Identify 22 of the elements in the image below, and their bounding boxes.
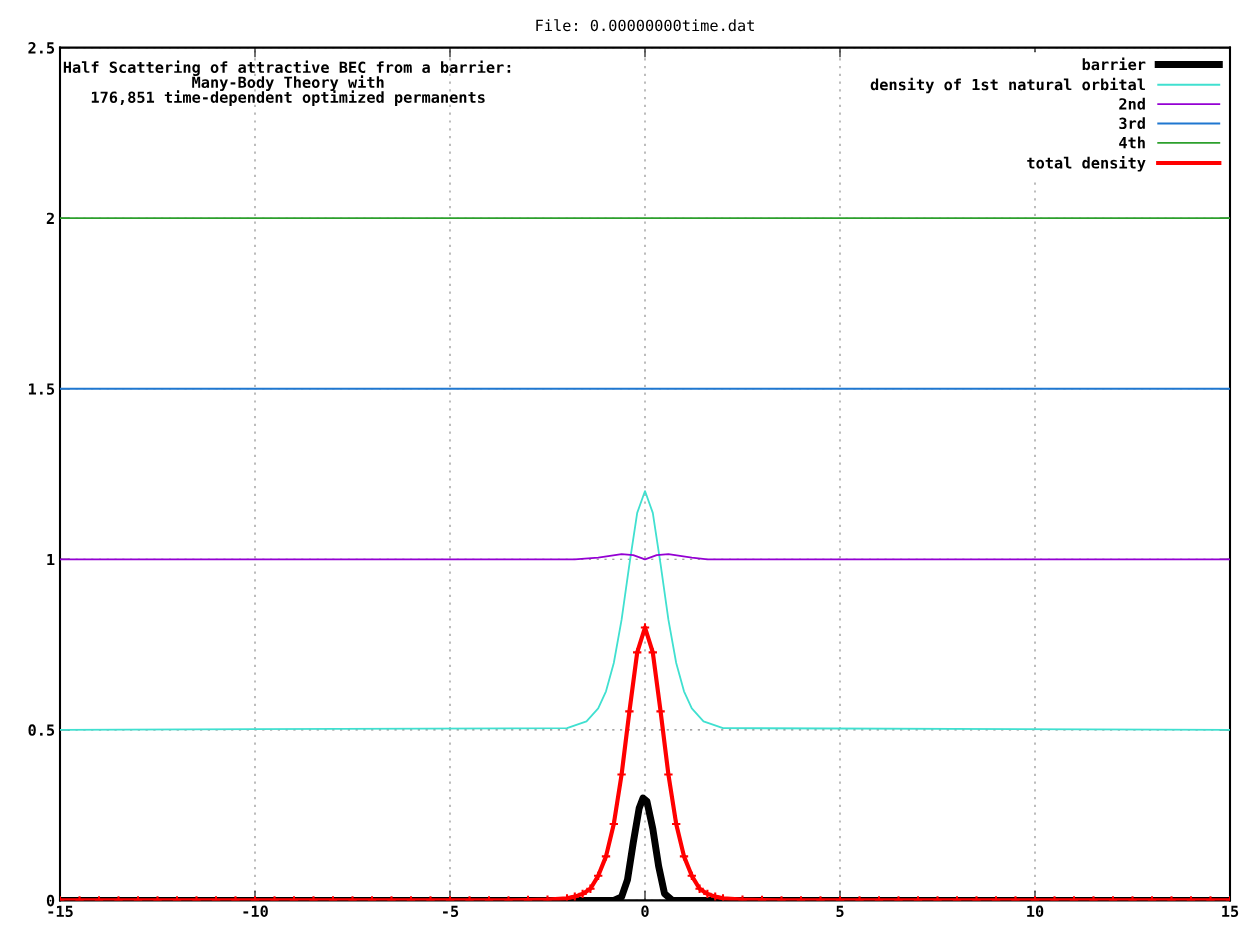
x-tick-label: 15 xyxy=(1222,905,1239,918)
y-tick-label: 0.5 xyxy=(28,724,55,736)
x-tick-label: 0 xyxy=(641,905,649,918)
y-tick-label: 2 xyxy=(46,212,54,224)
legend-label: density of 1st natural orbital xyxy=(870,77,1145,94)
legend-label: barrier xyxy=(1082,57,1146,71)
x-tick-label: -5 xyxy=(443,905,459,918)
legend-label: 2nd xyxy=(1119,97,1145,110)
legend-label: 3rd xyxy=(1119,117,1145,130)
chart-title: File: 0.00000000time.dat xyxy=(536,19,754,32)
legend-label: total density xyxy=(1027,155,1146,172)
y-tick-label: 1 xyxy=(47,553,55,566)
x-tick-label: 10 xyxy=(1027,905,1044,918)
line-series xyxy=(60,490,1230,731)
legend-label: 4th xyxy=(1119,136,1145,149)
x-tick-label: -10 xyxy=(243,905,268,918)
x-tick-label: -15 xyxy=(48,905,73,918)
annotation: Half Scattering of attractive BEC from a barrier: Many-Body Theory with 176,851 time-dependent optimized permanents xyxy=(63,60,511,106)
y-tick-label: 2.5 xyxy=(28,42,55,54)
x-tick-label: 5 xyxy=(836,905,844,918)
y-tick-label: 1.5 xyxy=(28,383,55,395)
y-tick-label: 0 xyxy=(46,894,55,907)
